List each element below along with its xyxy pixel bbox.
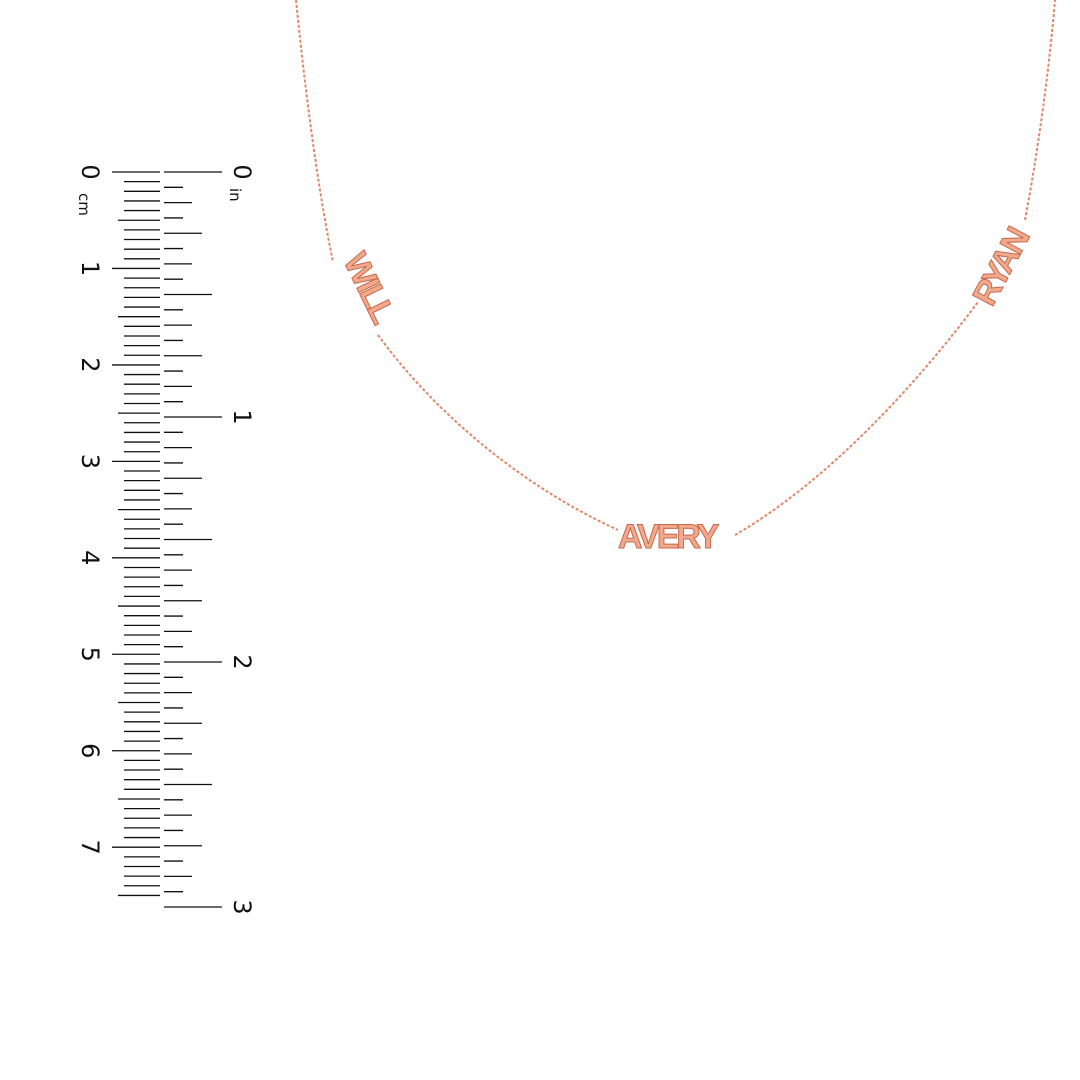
inch-label: 2	[228, 654, 256, 669]
pendant-will: WILL	[336, 247, 402, 330]
inch-labels: 0 1 2 3	[228, 164, 256, 914]
inch-label: 1	[228, 409, 256, 424]
cm-label: 0	[76, 164, 104, 179]
cm-label: 3	[76, 454, 104, 469]
chain-right-lower	[734, 301, 979, 536]
inch-label: 0	[228, 164, 256, 179]
cm-unit-label: cm	[75, 193, 93, 216]
necklace: WILL AVERY RYAN	[295, 0, 1056, 557]
cm-labels: 0 1 2 3 4 5 6 7	[76, 164, 104, 854]
chain-left-lower	[377, 334, 619, 531]
cm-label: 6	[76, 743, 104, 758]
chain-left	[295, 0, 334, 263]
cm-scale	[112, 171, 160, 897]
cm-label: 7	[76, 840, 104, 855]
inch-label: 3	[228, 899, 256, 914]
cm-label: 4	[76, 550, 104, 565]
chain-right	[1024, 0, 1056, 221]
cm-label: 5	[76, 647, 104, 662]
ruler: 0 1 2 3 4 5 6 7 0 1 2 3 cm in	[75, 164, 256, 914]
pendant-ryan: RYAN	[966, 222, 1038, 312]
cm-label: 1	[76, 261, 104, 276]
inch-unit-label: in	[226, 188, 244, 202]
inch-scale	[164, 171, 222, 908]
pendant-avery: AVERY	[618, 518, 720, 556]
cm-label: 2	[76, 357, 104, 372]
